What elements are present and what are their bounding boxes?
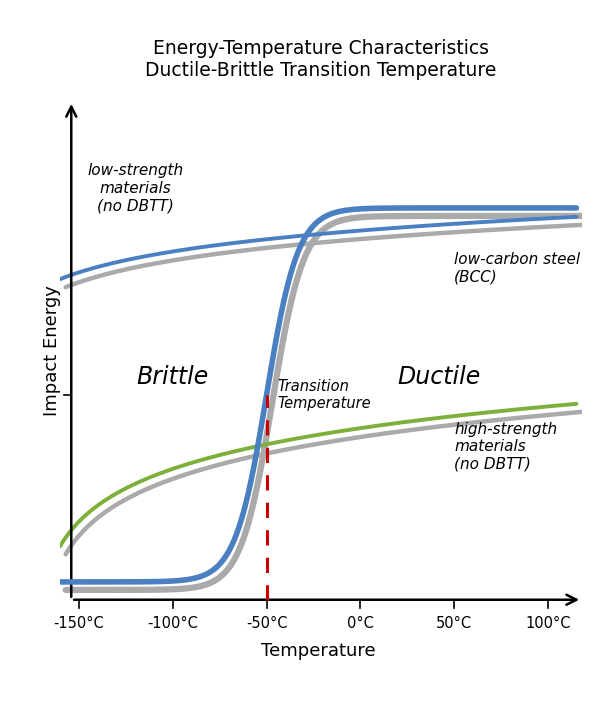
Text: low-strength
materials
(no DBTT): low-strength materials (no DBTT) bbox=[87, 163, 183, 213]
Text: Impact Energy: Impact Energy bbox=[43, 285, 61, 416]
Text: -50°C: -50°C bbox=[246, 616, 287, 631]
Text: low-carbon steel
(BCC): low-carbon steel (BCC) bbox=[454, 253, 580, 285]
Text: Energy-Temperature Characteristics
Ductile-Brittle Transition Temperature: Energy-Temperature Characteristics Ducti… bbox=[145, 39, 497, 79]
Text: Temperature: Temperature bbox=[261, 642, 376, 660]
Text: high-strength
materials
(no DBTT): high-strength materials (no DBTT) bbox=[454, 422, 557, 471]
Text: -100°C: -100°C bbox=[147, 616, 198, 631]
Text: 50°C: 50°C bbox=[436, 616, 472, 631]
Text: 0°C: 0°C bbox=[347, 616, 374, 631]
Text: Transition
Temperature: Transition Temperature bbox=[278, 379, 371, 411]
Text: -150°C: -150°C bbox=[53, 616, 104, 631]
Text: Ductile: Ductile bbox=[398, 365, 481, 389]
Text: Brittle: Brittle bbox=[137, 365, 209, 389]
Text: 100°C: 100°C bbox=[526, 616, 571, 631]
